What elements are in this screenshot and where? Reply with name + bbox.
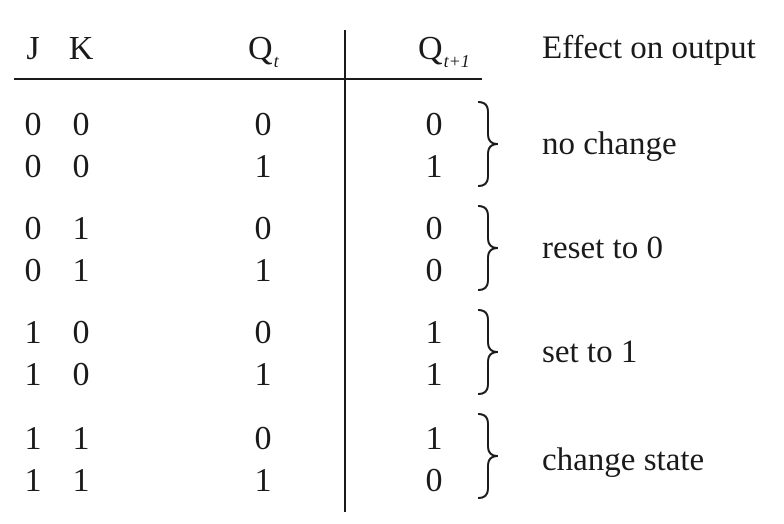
header-q-t: Qt [248, 30, 279, 71]
row-6-q-t: 1 [254, 356, 272, 393]
row-8-j: 1 [24, 462, 42, 499]
column-divider [344, 30, 346, 512]
header-q-t-subscript: t [273, 51, 279, 71]
row-4-q-t: 1 [254, 252, 272, 289]
header-k: K [68, 30, 94, 67]
row-4-q-next: 0 [425, 252, 443, 289]
effect-toggle: change state [542, 442, 705, 478]
row-6-j: 1 [24, 356, 42, 393]
right-brace-icon [472, 412, 506, 500]
row-2-j: 0 [24, 148, 42, 185]
header-q-t-main: Q [248, 30, 273, 67]
right-brace-icon [472, 100, 506, 188]
row-7-j: 1 [24, 420, 42, 457]
right-brace-icon [472, 308, 506, 396]
header-q-next-main: Q [418, 30, 443, 67]
right-brace-icon [472, 204, 506, 292]
row-3-q-t: 0 [254, 210, 272, 247]
effect-set: set to 1 [542, 334, 638, 370]
row-8-q-t: 1 [254, 462, 272, 499]
row-6-k: 0 [72, 356, 90, 393]
header-q-next-subscript: t+1 [443, 51, 470, 71]
effect-no-change: no change [542, 126, 677, 162]
row-3-q-next: 0 [425, 210, 443, 247]
header-effect: Effect on output [542, 30, 756, 66]
row-6-q-next: 1 [425, 356, 443, 393]
row-5-q-t: 0 [254, 314, 272, 351]
row-1-q-t: 0 [254, 106, 272, 143]
row-5-q-next: 1 [425, 314, 443, 351]
row-1-j: 0 [24, 106, 42, 143]
row-1-k: 0 [72, 106, 90, 143]
row-2-q-t: 1 [254, 148, 272, 185]
row-5-k: 0 [72, 314, 90, 351]
row-4-j: 0 [24, 252, 42, 289]
row-7-q-t: 0 [254, 420, 272, 457]
header-q-next: Qt+1 [418, 30, 470, 71]
row-7-q-next: 1 [425, 420, 443, 457]
row-8-q-next: 0 [425, 462, 443, 499]
row-3-j: 0 [24, 210, 42, 247]
row-2-q-next: 1 [425, 148, 443, 185]
effect-reset: reset to 0 [542, 230, 663, 266]
row-5-j: 1 [24, 314, 42, 351]
row-1-q-next: 0 [425, 106, 443, 143]
row-3-k: 1 [72, 210, 90, 247]
row-4-k: 1 [72, 252, 90, 289]
header-rule [14, 78, 482, 80]
row-8-k: 1 [72, 462, 90, 499]
header-j: J [26, 30, 40, 67]
row-7-k: 1 [72, 420, 90, 457]
row-2-k: 0 [72, 148, 90, 185]
